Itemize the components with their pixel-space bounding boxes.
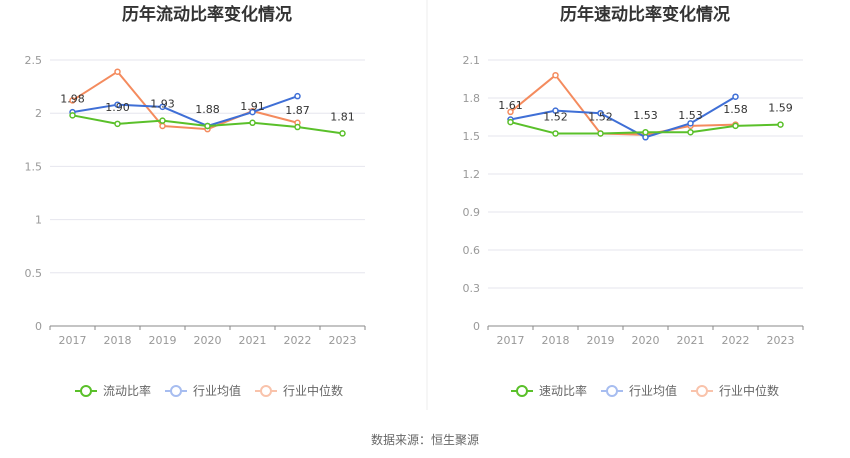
data-point-median [552, 71, 559, 79]
series-line-median [71, 70, 298, 131]
series-line-avg [72, 95, 298, 127]
y-tick-label: 0.5 [25, 267, 43, 280]
data-label: 1.59 [768, 102, 793, 115]
x-tick-label: 2018 [104, 334, 132, 347]
chart-title: 历年速动比率变化情况 [560, 4, 730, 25]
data-point-main [294, 123, 301, 131]
legend-label: 行业均值 [629, 383, 677, 398]
data-label: 1.93 [150, 98, 175, 111]
data-point-avg [597, 109, 604, 117]
data-point-main [69, 112, 76, 119]
chart-title: 历年流动比率变化情况 [122, 4, 292, 25]
x-tick-label: 2023 [329, 334, 357, 347]
data-point-avg [159, 103, 166, 111]
legend-item-median[interactable]: 行业中位数 [255, 383, 343, 398]
data-point-avg [114, 101, 121, 108]
data-point-avg [732, 93, 739, 100]
data-point-main [687, 128, 694, 136]
legend-label: 行业中位数 [719, 383, 779, 398]
legend-item-avg[interactable]: 行业均值 [165, 383, 241, 398]
data-point-main [597, 130, 604, 137]
x-tick-label: 2021 [239, 334, 267, 347]
data-label: 1.98 [60, 92, 85, 105]
y-tick-label: 0 [35, 320, 42, 333]
data-label: 1.53 [633, 109, 658, 122]
legend-marker-icon [696, 385, 708, 397]
data-label: 1.88 [195, 103, 220, 116]
legend-marker-icon [606, 385, 618, 397]
data-label: 1.81 [330, 110, 355, 123]
x-tick-label: 2022 [284, 334, 312, 347]
y-tick-label: 1.5 [25, 160, 43, 173]
legend-marker-icon [260, 385, 272, 397]
x-tick-label: 2017 [59, 334, 87, 347]
data-point-avg [294, 92, 301, 100]
y-tick-label: 1.8 [463, 92, 481, 105]
legend-label: 行业中位数 [283, 383, 343, 398]
x-tick-label: 2017 [497, 334, 525, 347]
data-point-main [777, 121, 784, 128]
data-point-avg [249, 108, 256, 116]
data-point-median [507, 108, 514, 116]
data-point-main [114, 120, 121, 128]
y-tick-label: 1 [35, 214, 42, 227]
x-tick-label: 2022 [722, 334, 750, 347]
y-tick-label: 0.9 [463, 206, 481, 219]
y-tick-label: 2.1 [463, 54, 481, 67]
series-line-median [509, 74, 736, 136]
data-label: 1.90 [105, 101, 130, 114]
data-label: 1.52 [543, 110, 568, 123]
x-tick-label: 2019 [149, 334, 177, 347]
x-tick-label: 2021 [677, 334, 705, 347]
y-tick-label: 1.5 [463, 130, 481, 143]
x-tick-label: 2019 [587, 334, 615, 347]
legend-item-avg[interactable]: 行业均值 [601, 383, 677, 398]
y-tick-label: 0.3 [463, 282, 481, 295]
data-point-median [69, 97, 76, 104]
y-tick-label: 0 [473, 320, 480, 333]
data-point-main [159, 117, 166, 124]
data-point-avg [552, 107, 559, 114]
y-tick-label: 1.2 [463, 168, 481, 181]
legend-item-main[interactable]: 速动比率 [511, 383, 587, 398]
x-tick-label: 2020 [194, 334, 222, 347]
legend-label: 速动比率 [539, 383, 587, 398]
chart-panel-current-ratio: 历年流动比率变化情况 0 0.5 1 1.5 2 2.5 2017 2018 2019 2020 20… [25, 4, 366, 398]
data-label: 1.52 [588, 110, 613, 123]
x-tick-label: 2023 [767, 334, 795, 347]
legend-item-main[interactable]: 流动比率 [75, 383, 151, 398]
series-line-avg [510, 95, 737, 139]
data-point-main [732, 122, 739, 130]
legend-marker-icon [170, 385, 182, 397]
y-tick-label: 0.6 [463, 244, 481, 257]
data-point-main [507, 118, 514, 126]
data-point-main [642, 128, 649, 136]
legend-marker-icon [80, 385, 92, 397]
y-tick-label: 2 [35, 107, 42, 120]
data-point-avg [687, 120, 694, 127]
legend-item-median[interactable]: 行业中位数 [691, 383, 779, 398]
data-label: 1.58 [723, 103, 748, 116]
x-tick-label: 2020 [632, 334, 660, 347]
data-label: 1.53 [678, 109, 703, 122]
data-label: 1.61 [498, 99, 523, 112]
data-source-label: 数据来源：恒生聚源 [371, 432, 479, 447]
legend-marker-icon [516, 385, 528, 397]
data-point-median [114, 68, 121, 75]
data-label: 1.87 [285, 104, 310, 117]
data-label: 1.91 [240, 100, 265, 113]
chart-panel-quick-ratio: 历年速动比率变化情况 0 0.3 0.6 0.9 1.2 1.5 1.8 2.1 2017 2018… [463, 4, 804, 398]
data-point-main [339, 130, 346, 137]
data-point-main [204, 122, 211, 130]
data-point-avg [642, 134, 649, 141]
legend-label: 行业均值 [193, 383, 241, 398]
x-tick-label: 2018 [542, 334, 570, 347]
data-point-median [159, 122, 166, 130]
legend-label: 流动比率 [103, 383, 151, 398]
data-point-main [552, 130, 559, 137]
data-point-main [249, 119, 256, 127]
y-tick-label: 2.5 [25, 54, 43, 67]
